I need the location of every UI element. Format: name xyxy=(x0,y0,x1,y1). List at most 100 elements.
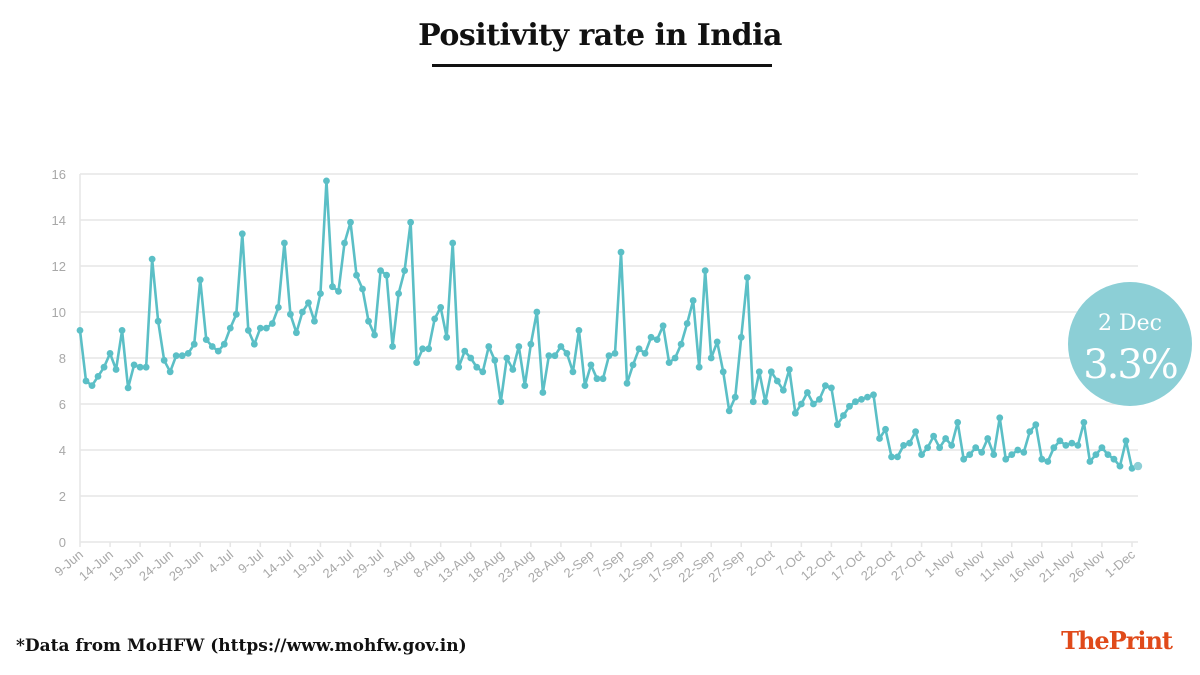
data-point xyxy=(184,350,192,357)
data-point xyxy=(972,444,980,452)
data-point xyxy=(407,218,415,226)
data-point xyxy=(94,373,102,380)
data-point xyxy=(852,398,859,406)
data-point xyxy=(587,361,595,369)
data-point xyxy=(214,347,222,355)
data-point xyxy=(1116,462,1124,470)
data-point xyxy=(665,359,673,366)
data-point xyxy=(527,340,535,348)
data-point xyxy=(359,285,366,293)
x-tick-label: 29-Jun xyxy=(166,547,206,584)
data-point xyxy=(996,414,1004,422)
data-point xyxy=(521,382,529,389)
data-point xyxy=(286,310,294,318)
source-note: *Data from MoHFW (https://www.mohfw.gov.… xyxy=(16,636,467,656)
data-point xyxy=(106,350,114,357)
data-point xyxy=(779,386,787,394)
data-point xyxy=(629,361,637,369)
x-tick-label: 14-Jul xyxy=(260,547,297,581)
y-axis: 0 2 4 6 8 10 12 14 16 xyxy=(52,167,66,550)
data-point xyxy=(797,400,805,408)
data-point xyxy=(773,377,781,385)
title-underline xyxy=(432,64,772,67)
x-tick-label: 3-Aug xyxy=(380,547,416,581)
data-point xyxy=(737,333,745,341)
data-point xyxy=(280,239,288,247)
data-point xyxy=(641,350,649,357)
data-point xyxy=(305,299,312,307)
data-point xyxy=(743,274,751,281)
data-point xyxy=(467,354,475,362)
data-point xyxy=(906,439,913,447)
latest-value-callout: 2 Dec 3.3% xyxy=(1068,282,1192,406)
data-point xyxy=(870,391,877,399)
data-point xyxy=(876,435,883,442)
data-point xyxy=(136,363,144,371)
data-point xyxy=(377,267,384,274)
data-point xyxy=(930,432,938,440)
data-point xyxy=(539,389,547,396)
data-point xyxy=(593,375,601,383)
data-point xyxy=(293,329,300,337)
data-point xyxy=(443,333,451,341)
data-point xyxy=(719,368,727,376)
data-point xyxy=(172,352,180,360)
data-point xyxy=(858,396,865,403)
data-point xyxy=(232,310,240,318)
data-point xyxy=(924,444,932,452)
data-point xyxy=(689,297,697,304)
data-point xyxy=(76,327,84,334)
data-point xyxy=(569,368,577,376)
data-point xyxy=(509,366,517,373)
data-point xyxy=(317,290,324,297)
data-point xyxy=(347,218,354,226)
data-point xyxy=(166,368,174,376)
data-point xyxy=(124,384,132,392)
data-point xyxy=(250,340,258,348)
data-point xyxy=(954,419,962,426)
data-point xyxy=(1014,446,1022,454)
callout-date: 2 Dec xyxy=(1098,311,1162,336)
data-point xyxy=(755,368,763,376)
data-point xyxy=(882,425,889,433)
data-point xyxy=(557,343,565,350)
data-point xyxy=(888,453,895,461)
data-point xyxy=(1068,439,1076,447)
data-point xyxy=(1050,444,1058,452)
data-point xyxy=(671,354,679,362)
data-point xyxy=(196,276,204,284)
data-point xyxy=(365,317,372,325)
chart-title: Positivity rate in India xyxy=(418,18,782,53)
data-point xyxy=(605,352,613,360)
data-point xyxy=(653,336,661,343)
data-point xyxy=(846,402,853,410)
data-point xyxy=(1122,437,1130,445)
data-point xyxy=(274,304,282,311)
data-point xyxy=(725,407,733,415)
series-line xyxy=(78,179,1139,470)
data-point xyxy=(473,363,481,371)
data-point xyxy=(918,451,925,458)
data-point xyxy=(1104,451,1112,458)
data-point xyxy=(1062,442,1070,449)
data-point xyxy=(256,324,264,332)
x-tick-label: 29-Jul xyxy=(350,547,387,581)
y-tick-label: 10 xyxy=(52,305,66,320)
series-positivity xyxy=(76,177,1143,472)
data-point xyxy=(912,428,919,435)
data-point xyxy=(599,375,607,383)
data-point xyxy=(1133,461,1143,471)
brand-part-1: The xyxy=(1061,626,1110,655)
data-point xyxy=(178,352,186,360)
x-tick-label: 1-Dec xyxy=(1102,546,1139,580)
y-tick-label: 6 xyxy=(59,397,66,412)
data-point xyxy=(894,453,901,461)
data-point xyxy=(635,345,643,353)
data-point xyxy=(828,384,835,392)
data-point xyxy=(984,435,992,442)
data-point xyxy=(148,255,156,263)
data-point xyxy=(413,359,421,366)
y-tick-label: 16 xyxy=(52,167,66,182)
y-tick-label: 8 xyxy=(59,351,66,366)
data-point xyxy=(503,354,511,362)
